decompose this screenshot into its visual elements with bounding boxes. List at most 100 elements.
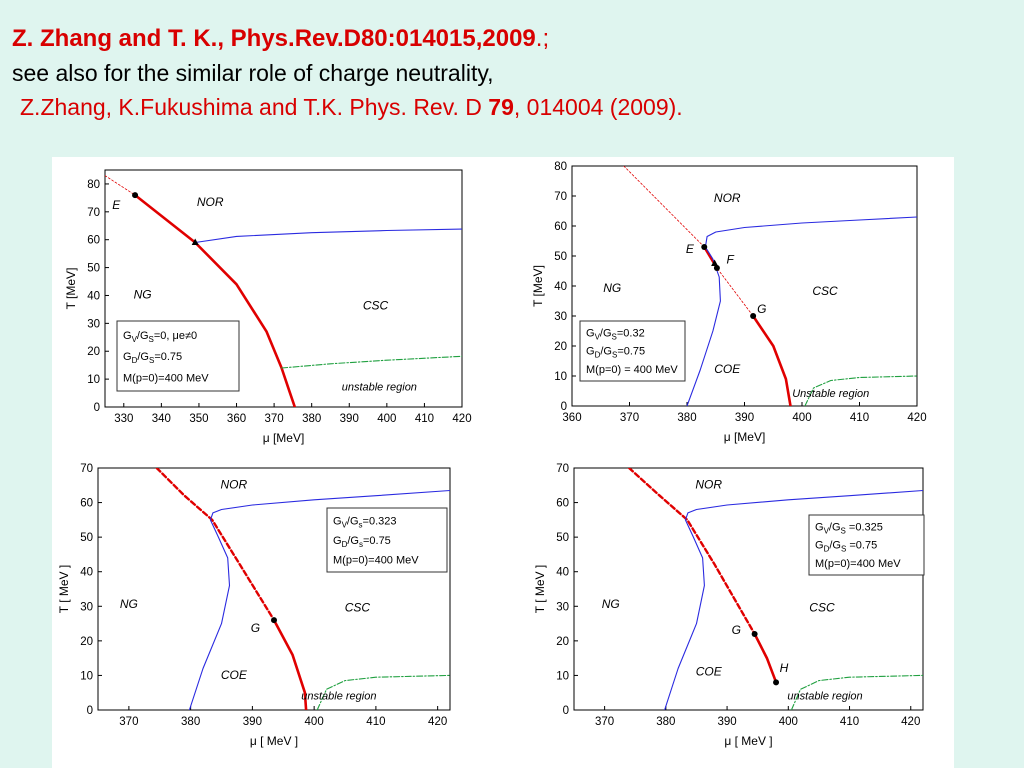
- y-tick-label: 80: [554, 161, 567, 173]
- phase-diagram-2: 360 370 380 390 400 410 420 0 10 20 30 40 50 60 70 80 μ …: [522, 158, 947, 445]
- region-label: NG: [134, 287, 152, 301]
- y-tick-label: 60: [554, 221, 567, 233]
- y-tick-label: 20: [87, 346, 100, 358]
- region-label: unstable region: [787, 691, 862, 703]
- y-tick-label: 40: [87, 290, 100, 302]
- x-tick-label: 420: [452, 413, 471, 425]
- y-tick-label: 0: [563, 705, 569, 717]
- y-axis-label: T [MeV]: [64, 268, 78, 310]
- phase-boundary-green-dashdot: [281, 355, 462, 369]
- y-tick-label: 10: [87, 374, 100, 386]
- y-tick-label: 30: [556, 601, 569, 613]
- point-label: G: [251, 621, 260, 635]
- legend-entry: GV/GS=0.32: [586, 327, 645, 341]
- region-label: NG: [602, 597, 620, 611]
- citation-main-tail: .;: [535, 25, 550, 52]
- y-tick-label: 10: [80, 670, 93, 682]
- y-tick-label: 30: [87, 318, 100, 330]
- y-tick-label: 0: [561, 401, 567, 413]
- region-label: unstable region: [301, 691, 376, 703]
- y-tick-label: 50: [87, 263, 100, 275]
- triangle-point: [191, 238, 199, 245]
- y-tick-label: 10: [554, 371, 567, 383]
- slide-header: Z. Zhang and T. K., Phys.Rev.D80:014015,…: [12, 22, 1012, 124]
- y-tick-label: 70: [556, 463, 569, 475]
- phase-boundary-red-dashed: [627, 468, 756, 636]
- phase-diagram-4: 370 380 390 400 410 420 0 10 20 30 40 50 60 70 μ [ MeV…: [524, 460, 934, 765]
- region-label: COE: [221, 668, 248, 682]
- x-tick-label: 370: [119, 716, 138, 728]
- legend-box: [579, 320, 686, 382]
- point-label: G: [732, 623, 741, 637]
- x-tick-label: 420: [428, 716, 447, 728]
- phase-boundary-red-dashed: [105, 175, 136, 196]
- x-tick-label: 390: [735, 412, 754, 424]
- region-label: NOR: [197, 195, 224, 209]
- legend-box: [116, 320, 240, 392]
- phase-boundary-green-dashdot: [316, 674, 450, 710]
- x-tick-label: 400: [779, 716, 798, 728]
- x-tick-label: 330: [114, 413, 133, 425]
- x-tick-label: 350: [189, 413, 208, 425]
- x-tick-label: 420: [907, 412, 926, 424]
- region-label: CSC: [809, 600, 835, 614]
- legend-entry: GD/GS =0.75: [815, 540, 877, 554]
- region-label: NOR: [695, 478, 722, 492]
- legend: GV/GS =0.325 GD/GS =0.75 M(p=0)=400 MeV: [808, 514, 925, 576]
- legend-entry: GD/GS=0.75: [123, 351, 182, 365]
- y-tick-label: 60: [556, 498, 569, 510]
- y-axis-label: T [ MeV ]: [533, 565, 547, 613]
- point-label: G: [757, 302, 766, 316]
- x-tick-label: 360: [227, 413, 246, 425]
- citation-secondary-tail: , 014004 (2009).: [513, 94, 683, 120]
- y-tick-label: 60: [87, 235, 100, 247]
- legend-box: [326, 507, 448, 573]
- legend-entry: GD/Gs=0.75: [333, 535, 391, 549]
- x-axis-label: μ [ MeV ]: [250, 734, 298, 748]
- citation-secondary-authors: Z.Zhang, K.Fukushima and T.K. Phys. Rev.…: [20, 94, 489, 120]
- y-tick-label: 70: [80, 463, 93, 475]
- citation-secondary: Z.Zhang, K.Fukushima and T.K. Phys. Rev.…: [12, 90, 1012, 124]
- x-axis-label: μ [MeV]: [263, 431, 305, 445]
- y-axis-label: T [MeV]: [531, 265, 545, 307]
- y-tick-label: 0: [94, 402, 100, 414]
- see-also-text: see also for the similar role of charge …: [12, 60, 494, 86]
- citation-main-text: Z. Zhang and T. K., Phys.Rev.D80:014015,…: [12, 25, 536, 52]
- legend: GV/GS=0.32 GD/GS=0.75 M(p=0) = 400 MeV: [579, 320, 686, 382]
- phase-diagram-3: 370 380 390 400 410 420 0 10 20 30 40 50 60 70 μ [ MeV…: [48, 460, 468, 765]
- y-tick-label: 50: [554, 251, 567, 263]
- x-tick-label: 340: [152, 413, 171, 425]
- legend-entry: M(p=0) = 400 MeV: [586, 364, 678, 376]
- point-label: F: [726, 253, 734, 267]
- y-tick-label: 50: [556, 532, 569, 544]
- region-label: CSC: [363, 298, 389, 312]
- y-tick-label: 30: [80, 601, 93, 613]
- y-tick-label: 40: [80, 567, 93, 579]
- region-label: NOR: [714, 191, 741, 205]
- x-tick-label: 390: [243, 716, 262, 728]
- y-tick-label: 20: [80, 636, 93, 648]
- citation-main: Z. Zhang and T. K., Phys.Rev.D80:014015,…: [12, 22, 1012, 56]
- x-axis-label: μ [MeV]: [724, 430, 766, 444]
- phase-boundary-red-solid: [272, 618, 308, 710]
- y-tick-label: 40: [556, 567, 569, 579]
- y-tick-label: 10: [556, 670, 569, 682]
- region-label: Unstable region: [792, 388, 869, 400]
- point-label: H: [780, 661, 789, 675]
- y-tick-label: 50: [80, 532, 93, 544]
- x-axis-label: μ [ MeV ]: [724, 734, 772, 748]
- phase-diagram-3-svg: 370 380 390 400 410 420 0 10 20 30 40 50 60 70 μ [ MeV…: [57, 463, 451, 748]
- critical-point: [773, 679, 780, 686]
- critical-point: [271, 617, 277, 624]
- x-tick-label: 370: [620, 412, 639, 424]
- series-group: [155, 468, 450, 710]
- legend-entry: M(p=0)=400 MeV: [123, 372, 209, 384]
- x-tick-label: 410: [415, 413, 434, 425]
- x-tick-label: 400: [377, 413, 396, 425]
- phase-boundary-green-dashdot: [804, 375, 917, 406]
- y-tick-label: 40: [554, 281, 567, 293]
- legend: GV/GS=0, μe≠0 GD/GS=0.75 M(p=0)=400 MeV: [116, 320, 240, 392]
- x-tick-label: 410: [850, 412, 869, 424]
- phase-diagram-2-svg: 360 370 380 390 400 410 420 0 10 20 30 40 50 60 70 80 μ …: [531, 161, 927, 444]
- plot-frame: [573, 467, 924, 711]
